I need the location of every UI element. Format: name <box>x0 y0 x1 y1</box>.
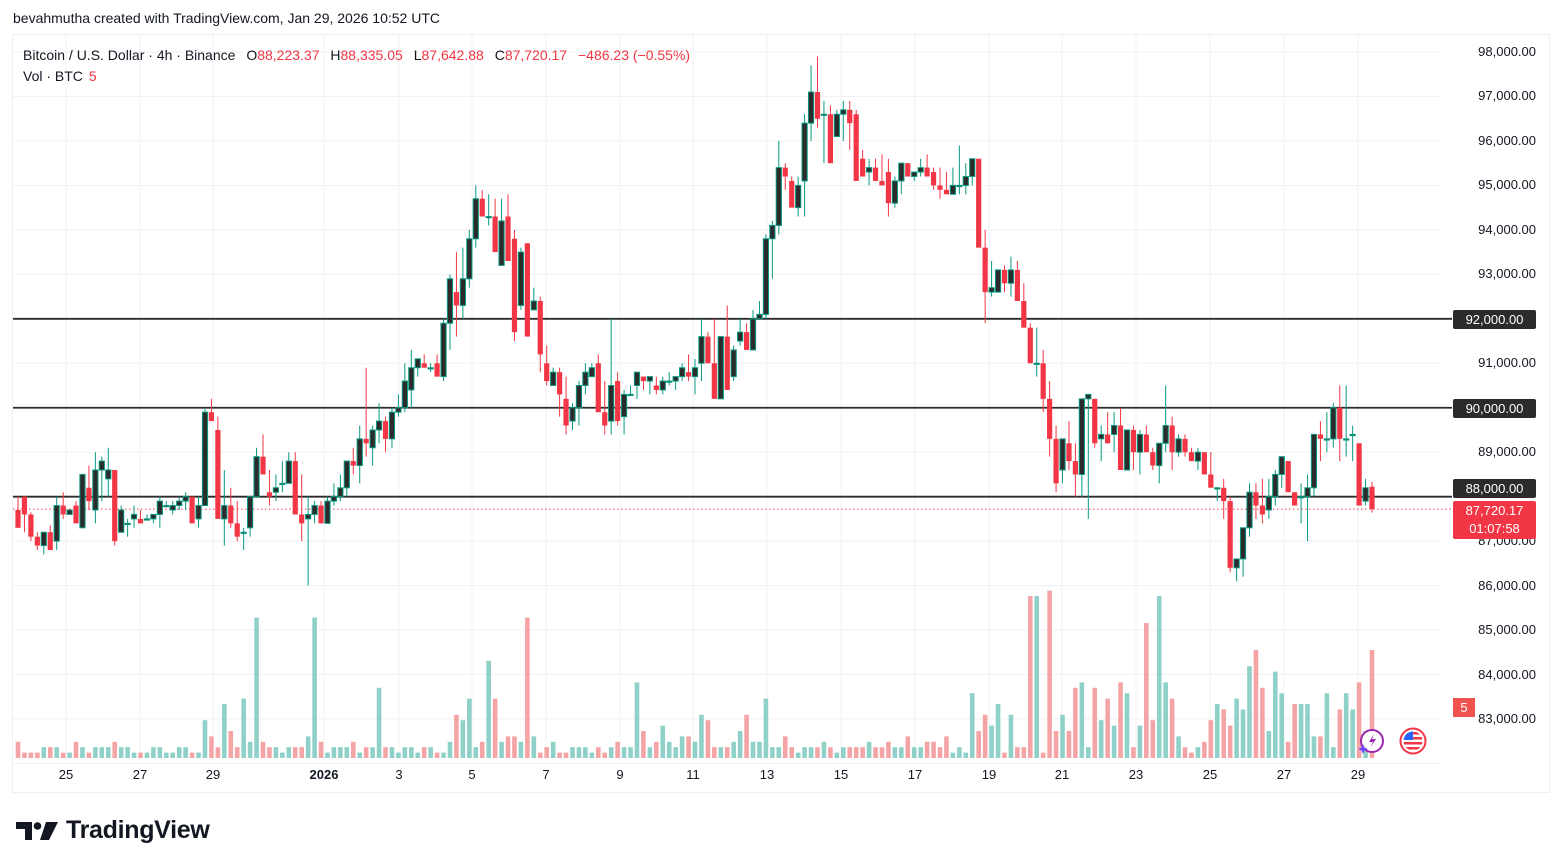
change-value: −486.23 (−0.55%) <box>578 47 691 63</box>
price-axis-label: 96,000.00 <box>1478 132 1536 148</box>
us-flag-economic-event-icon[interactable] <box>1399 727 1427 755</box>
price-axis-label: 94,000.00 <box>1478 221 1536 237</box>
volume-tag: 5 <box>1453 698 1475 717</box>
last-price-value: 87,720.17 <box>1465 503 1524 518</box>
low-value: 87,642.88 <box>421 47 484 63</box>
open-value: 88,223.37 <box>257 47 320 63</box>
price-axis-label: 86,000.00 <box>1478 577 1536 593</box>
close-value: 87,720.17 <box>504 47 568 63</box>
low-label: L <box>413 47 422 63</box>
price-axis-label: 83,000.00 <box>1478 711 1536 726</box>
bar-countdown: 01:07:58 <box>1469 521 1520 536</box>
volume-value: 5 <box>88 68 97 84</box>
hline-tag-92000: 92,000.00 <box>1453 310 1536 329</box>
chart-legend: Bitcoin / U.S. Dollar · 4h · Binance O88… <box>23 45 690 87</box>
price-axis-label: 98,000.00 <box>1478 44 1536 59</box>
last-price-tag: 87,720.17 01:07:58 <box>1453 501 1536 539</box>
time-axis-label: 17 <box>907 767 923 782</box>
hline-tag-88000: 88,000.00 <box>1453 479 1536 498</box>
hline-tag-90000: 90,000.00 <box>1453 399 1536 418</box>
price-axis-label: 91,000.00 <box>1478 355 1536 371</box>
time-axis-label: 5 <box>468 767 476 782</box>
price-axis-label: 84,000.00 <box>1478 666 1536 682</box>
time-axis-label: 7 <box>542 767 550 782</box>
time-axis-label: 11 <box>686 767 700 782</box>
chart-frame[interactable] <box>12 34 1550 793</box>
time-axis-label: 19 <box>981 767 997 782</box>
time-axis-label: 3 <box>395 767 403 782</box>
price-axis-label: 97,000.00 <box>1478 88 1536 104</box>
tradingview-logo-text: TradingView <box>66 816 210 844</box>
price-axis-label: 85,000.00 <box>1478 622 1536 638</box>
time-axis-label: 25 <box>1202 767 1218 782</box>
time-axis-label: 29 <box>205 767 221 782</box>
time-axis-label: 29 <box>1350 767 1366 782</box>
time-axis-label: 2026 <box>309 767 339 782</box>
tradingview-logo[interactable]: TradingView <box>16 816 210 845</box>
symbol-label[interactable]: Bitcoin / U.S. Dollar · 4h · Binance <box>23 47 236 63</box>
time-axis-label: 13 <box>759 767 775 782</box>
volume-label[interactable]: Vol · BTC <box>23 68 83 84</box>
high-value: 88,335.05 <box>340 47 403 63</box>
attribution-text: bevahmutha created with TradingView.com,… <box>13 10 440 26</box>
time-axis-label: 15 <box>833 767 849 782</box>
price-axis-label: 95,000.00 <box>1478 177 1536 193</box>
high-label: H <box>330 47 341 63</box>
time-axis-label: 25 <box>58 767 74 782</box>
price-axis-label: 89,000.00 <box>1478 444 1536 460</box>
open-label: O <box>246 47 258 63</box>
time-axis-label: 27 <box>132 767 148 782</box>
tradingview-logo-icon <box>16 821 58 840</box>
close-label: C <box>494 47 505 63</box>
time-axis-label: 9 <box>616 767 624 782</box>
time-axis-label: 27 <box>1276 767 1292 782</box>
time-axis-label: 21 <box>1054 767 1070 782</box>
lightning-sparkle-icon[interactable] <box>1356 727 1384 755</box>
time-axis-label: 23 <box>1128 767 1144 782</box>
price-axis-label: 93,000.00 <box>1478 266 1536 282</box>
